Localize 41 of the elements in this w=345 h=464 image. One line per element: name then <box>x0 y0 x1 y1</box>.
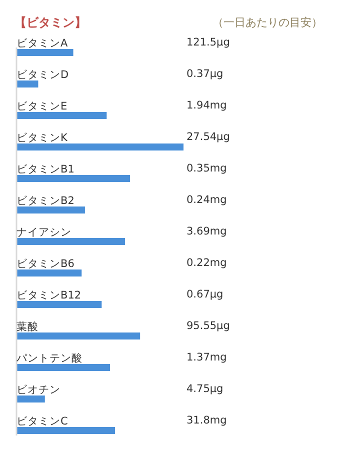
bar <box>16 332 140 340</box>
y-tick-label: ビタミンB2 <box>16 195 74 207</box>
text: 31.8mg <box>186 414 227 426</box>
text: 4.75μg <box>186 383 224 395</box>
text: 121.5μg <box>186 36 230 48</box>
bar <box>16 80 38 88</box>
y-tick-label: ビタミンK <box>16 132 68 144</box>
bar <box>16 427 116 434</box>
y-tick-label: ビオチン <box>16 384 60 396</box>
bar <box>16 301 102 308</box>
bar <box>16 175 130 182</box>
bar <box>16 49 74 56</box>
bar <box>16 206 85 214</box>
text: 1.94mg <box>186 100 227 112</box>
bar <box>16 270 82 276</box>
bar <box>16 144 184 150</box>
y-tick-label: ビタミンB12 <box>16 290 82 302</box>
y-tick-label: ビタミンA <box>16 38 68 50</box>
y-tick-label: パントテン酸 <box>16 352 82 364</box>
text: 0.37μg <box>186 68 224 80</box>
y-tick-label: 葉酸 <box>16 320 38 333</box>
y-tick-label: ビタミンE <box>16 100 68 112</box>
y-tick-label: ナイアシン <box>16 226 72 238</box>
y-tick-label: ビタミンD <box>16 69 69 81</box>
bar <box>16 238 126 245</box>
bar <box>16 112 107 119</box>
text: 27.54μg <box>186 131 230 143</box>
text: 0.35mg <box>186 162 227 174</box>
chart-title: 【ビタミン】 <box>14 16 86 30</box>
text: 0.67μg <box>186 288 224 300</box>
text: 1.37mg <box>186 352 227 364</box>
text: 0.24mg <box>186 194 227 206</box>
bar <box>16 364 110 371</box>
y-tick-label: ビタミンB6 <box>16 258 75 270</box>
text: 95.55μg <box>186 320 230 332</box>
y-tick-label: ビタミンB1 <box>16 164 74 176</box>
text: 3.69mg <box>186 226 227 238</box>
text: （一日あたりの目安） <box>212 16 322 29</box>
y-tick-label: ビタミンC <box>16 416 68 428</box>
text: 0.22mg <box>186 257 227 269</box>
bar <box>16 396 45 402</box>
